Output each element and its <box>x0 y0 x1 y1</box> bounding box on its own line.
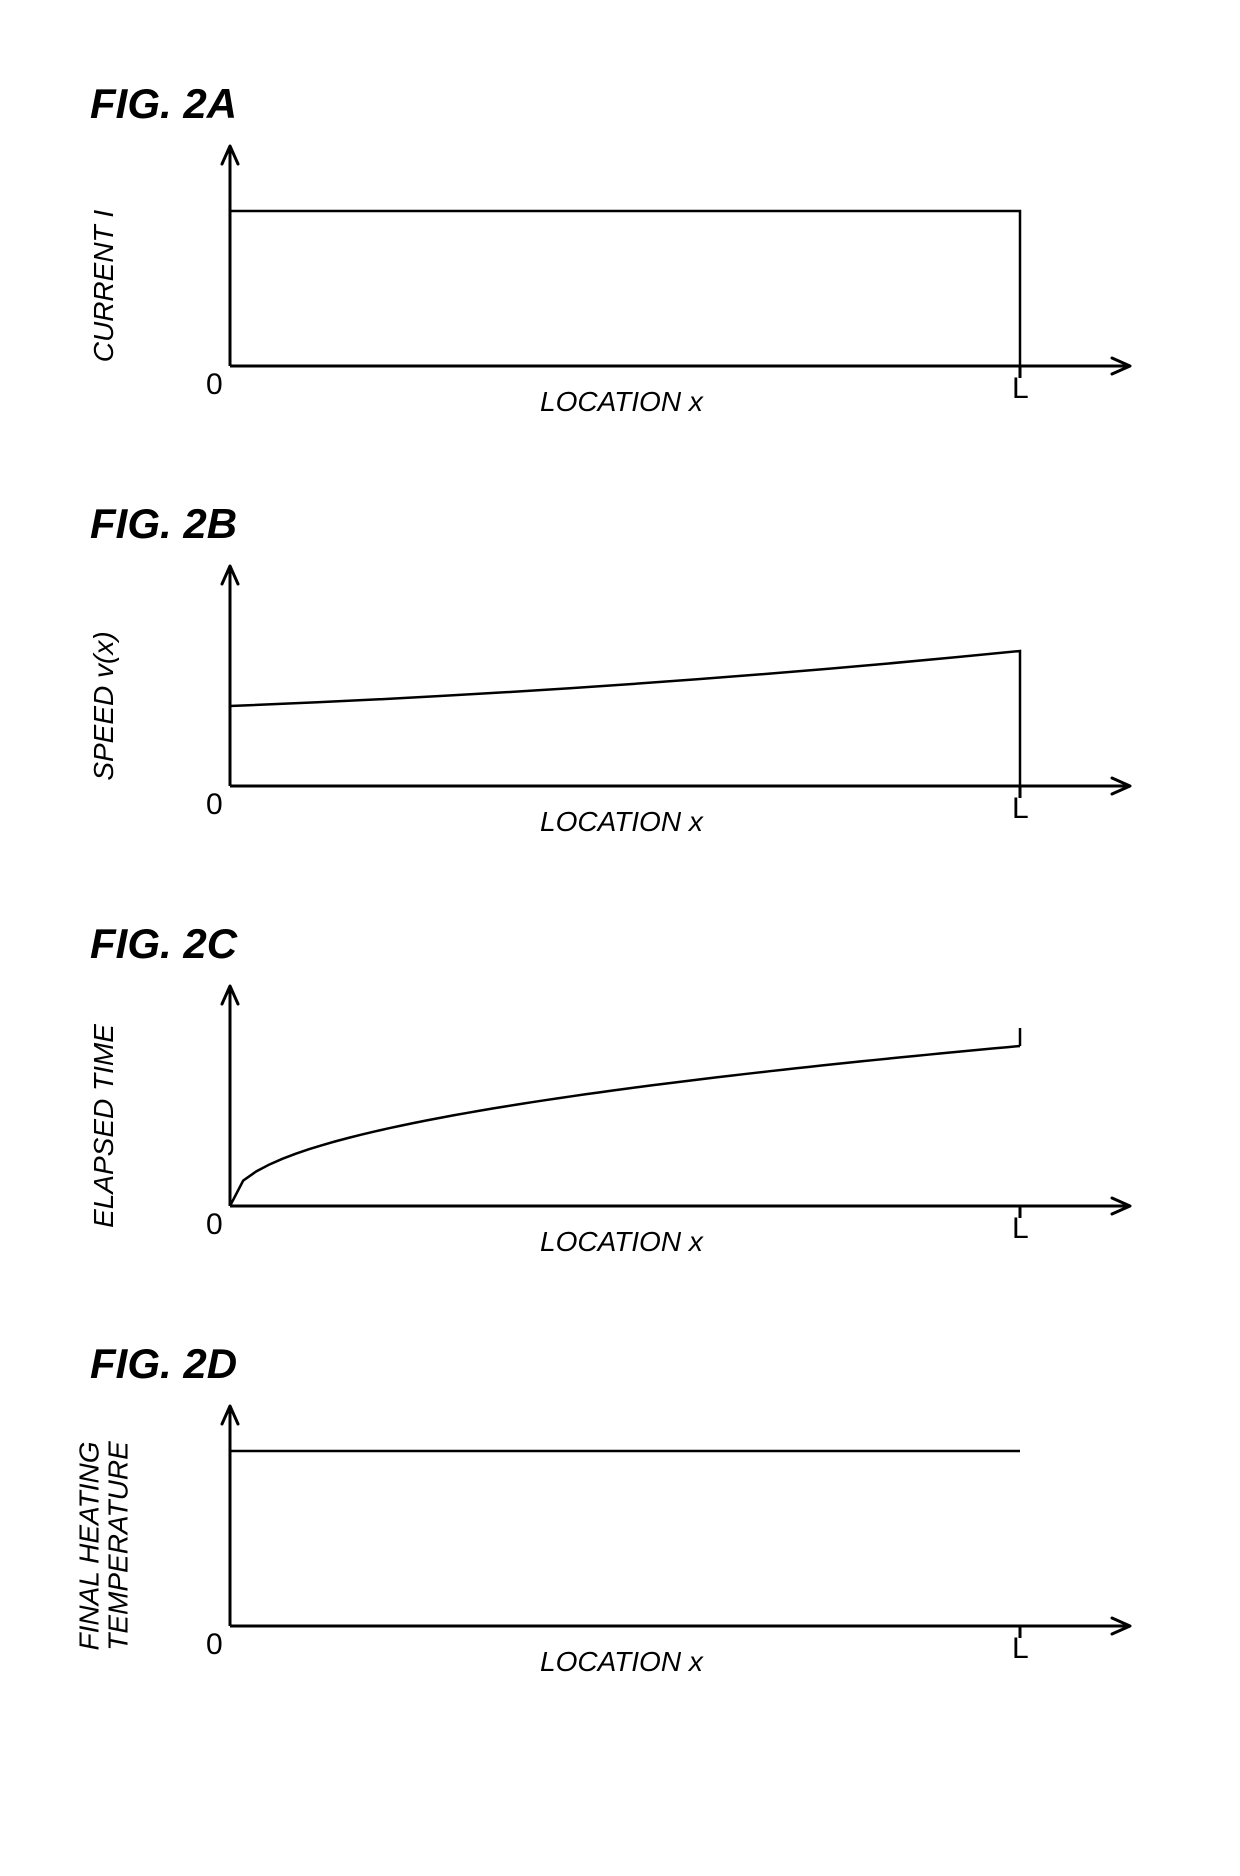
figure-title: FIG. 2B <box>90 500 1150 548</box>
l-label: L <box>1012 372 1029 406</box>
figure-title: FIG. 2A <box>90 80 1150 128</box>
origin-label: 0 <box>206 368 223 402</box>
chart-2a: CURRENT I 0 L LOCATION x <box>150 136 1150 436</box>
figure-title: FIG. 2D <box>90 1340 1150 1388</box>
figure-2c: FIG. 2C ELAPSED TIME 0 L LOCATION x <box>90 920 1150 1276</box>
x-axis-label: LOCATION x <box>540 1646 703 1678</box>
chart-2d: FINAL HEATINGTEMPERATURE 0 L LOCATION x <box>150 1396 1150 1696</box>
page: FIG. 2A CURRENT I 0 L LOCATION x FIG. 2B… <box>0 0 1240 1876</box>
origin-label: 0 <box>206 1208 223 1242</box>
chart-2b: SPEED v(x) 0 L LOCATION x <box>150 556 1150 856</box>
y-axis-label: SPEED v(x) <box>88 631 120 780</box>
y-axis-label: ELAPSED TIME <box>88 1024 120 1228</box>
y-axis-label: FINAL HEATINGTEMPERATURE <box>75 1441 134 1651</box>
x-axis-label: LOCATION x <box>540 1226 703 1258</box>
chart-2c: ELAPSED TIME 0 L LOCATION x <box>150 976 1150 1276</box>
figure-2d: FIG. 2D FINAL HEATINGTEMPERATURE 0 L LOC… <box>90 1340 1150 1696</box>
y-axis-label: CURRENT I <box>88 210 120 362</box>
x-axis-label: LOCATION x <box>540 386 703 418</box>
figure-2a: FIG. 2A CURRENT I 0 L LOCATION x <box>90 80 1150 436</box>
l-label: L <box>1012 1632 1029 1666</box>
x-axis-label: LOCATION x <box>540 806 703 838</box>
origin-label: 0 <box>206 788 223 822</box>
l-label: L <box>1012 792 1029 826</box>
l-label: L <box>1012 1212 1029 1246</box>
figure-2b: FIG. 2B SPEED v(x) 0 L LOCATION x <box>90 500 1150 856</box>
figure-title: FIG. 2C <box>90 920 1150 968</box>
origin-label: 0 <box>206 1628 223 1662</box>
